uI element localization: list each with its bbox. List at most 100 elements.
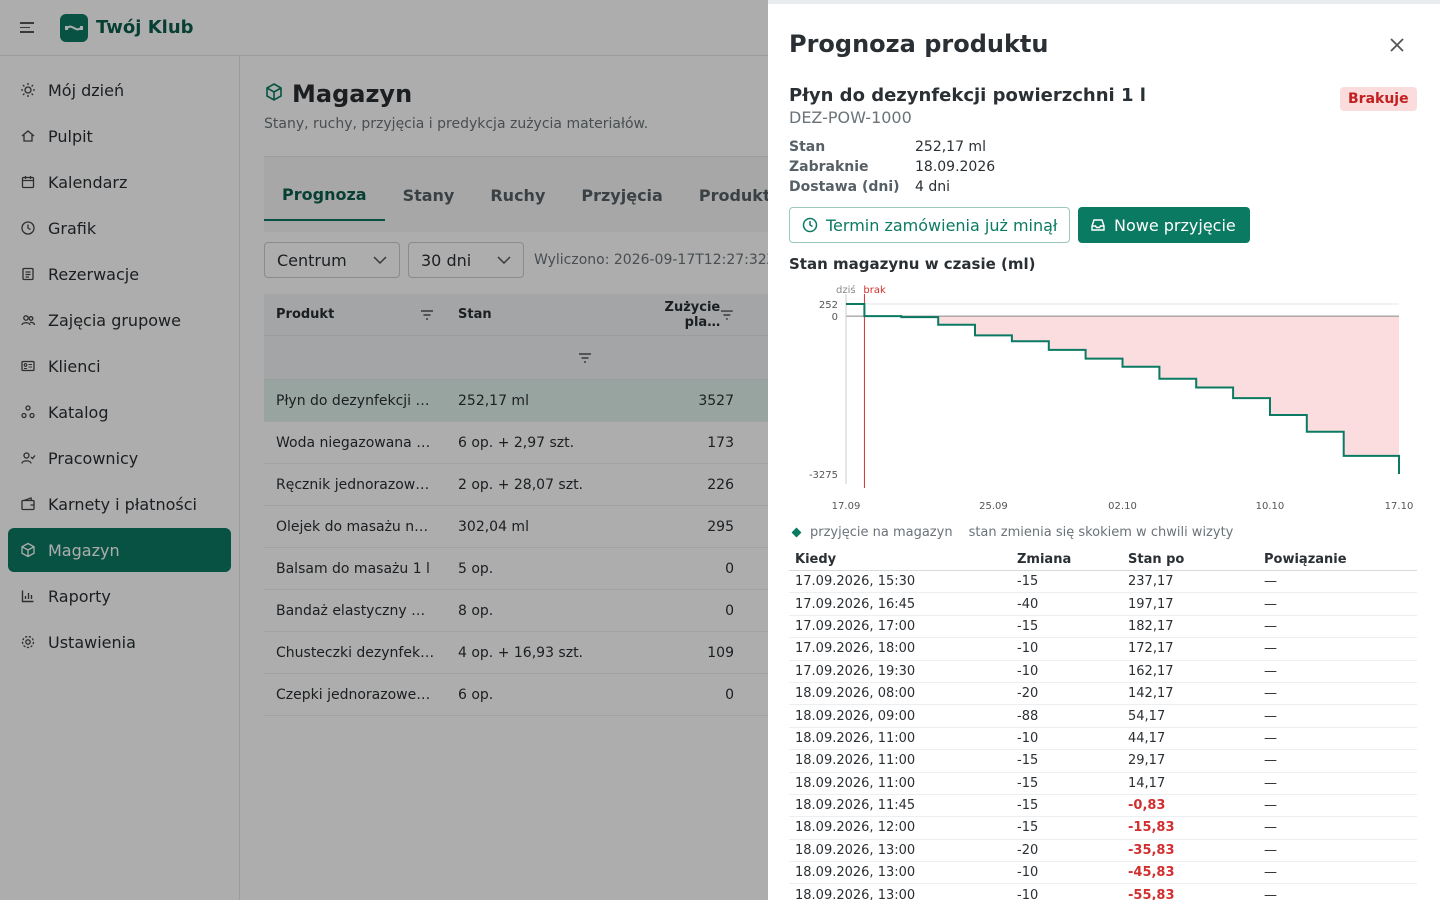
header-zuzycie[interactable]: Zużycie pla… bbox=[606, 300, 738, 330]
brand-name[interactable]: Twój Klub bbox=[96, 17, 194, 38]
page-heading: Magazyn bbox=[292, 80, 413, 108]
table-row: 18.09.2026, 13:00 -20 -35,83 — bbox=[789, 840, 1417, 863]
cell-link: — bbox=[1264, 775, 1277, 791]
cell-zuzycie: 226 bbox=[707, 476, 734, 493]
table-row: 18.09.2026, 13:00 -10 -45,83 — bbox=[789, 862, 1417, 885]
sidebar-item-zajęcia-grupowe[interactable]: Zajęcia grupowe bbox=[8, 298, 231, 342]
cell-produkt: Ręcznik jednorazow… bbox=[276, 476, 430, 493]
movements-table: Kiedy Zmiana Stan po Powiązanie 17.09.20… bbox=[789, 549, 1417, 900]
x-tick-label: 25.09 bbox=[979, 501, 1008, 512]
table-row[interactable]: Balsam do masażu 1 l 5 op. 0 bbox=[264, 548, 784, 590]
order-deadline-button[interactable]: Termin zamówienia już minął bbox=[789, 207, 1070, 243]
table-row[interactable]: Chusteczki dezynfek… 4 op. + 16,93 szt. 10… bbox=[264, 632, 784, 674]
x-tick-label: 10.10 bbox=[1256, 501, 1285, 512]
cell-delta: -15 bbox=[1017, 798, 1039, 814]
home-icon bbox=[20, 128, 36, 144]
sidebar-item-rezerwacje[interactable]: Rezerwacje bbox=[8, 252, 231, 296]
cell-after: 162,17 bbox=[1128, 663, 1174, 679]
range-select[interactable]: 30 dni bbox=[408, 242, 524, 278]
header-stan[interactable]: Stan bbox=[458, 307, 492, 322]
tab-stany[interactable]: Stany bbox=[402, 185, 455, 205]
cell-after: -15,83 bbox=[1128, 820, 1175, 836]
filter-icon[interactable] bbox=[420, 309, 434, 320]
cell-after: 237,17 bbox=[1128, 574, 1174, 590]
today-marker-label: dziś bbox=[836, 284, 856, 296]
table-row[interactable]: Bandaż elastyczny … 8 op. 0 bbox=[264, 590, 784, 632]
cell-when: 18.09.2026, 11:45 bbox=[795, 798, 916, 814]
table-row: 18.09.2026, 08:00 -20 142,17 — bbox=[789, 683, 1417, 706]
sidebar-item-magazyn[interactable]: Magazyn bbox=[8, 528, 231, 572]
forecast-grid: Produkt Stan Zużycie pla… Płyn do dezynf… bbox=[264, 294, 784, 716]
header-produkt[interactable]: Produkt bbox=[264, 307, 446, 322]
header-label: Produkt bbox=[276, 307, 335, 322]
tab-przyjecia[interactable]: Przyjęcia bbox=[581, 185, 663, 205]
tab-prognoza[interactable]: Prognoza bbox=[264, 169, 385, 221]
close-icon[interactable] bbox=[1386, 34, 1408, 56]
table-row[interactable]: Olejek do masażu n… 302,04 ml 295 bbox=[264, 506, 784, 548]
cell-after: 54,17 bbox=[1128, 708, 1166, 724]
box-icon bbox=[20, 542, 36, 558]
deficit-area bbox=[846, 316, 1399, 474]
sidebar-item-grafik[interactable]: Grafik bbox=[8, 206, 231, 250]
table-row[interactable]: Płyn do dezynfekcji … 252,17 ml 3527 bbox=[264, 380, 784, 422]
cell-link: — bbox=[1264, 865, 1277, 881]
cell-delta: -15 bbox=[1017, 618, 1039, 634]
table-row[interactable]: Ręcznik jednorazow… 2 op. + 28,07 szt. 226 bbox=[264, 464, 784, 506]
tab-ruchy[interactable]: Ruchy bbox=[490, 185, 546, 205]
sidebar-item-pracownicy[interactable]: Pracownicy bbox=[8, 436, 231, 480]
sidebar-item-karnety-i-płatności[interactable]: Karnety i płatności bbox=[8, 482, 231, 526]
table-header: Kiedy Zmiana Stan po Powiązanie bbox=[789, 549, 1417, 571]
cell-stan: 5 op. bbox=[458, 560, 494, 577]
shortage-marker-label: brak bbox=[863, 285, 886, 296]
id-card-icon bbox=[20, 358, 36, 374]
location-select[interactable]: Centrum bbox=[264, 242, 400, 278]
sidebar-item-katalog[interactable]: Katalog bbox=[8, 390, 231, 434]
table-row: 17.09.2026, 18:00 -10 172,17 — bbox=[789, 638, 1417, 661]
sidebar-item-label: Ustawienia bbox=[48, 632, 136, 652]
status-badge: Brakuje bbox=[1340, 87, 1417, 111]
filter-icon[interactable] bbox=[578, 353, 592, 363]
info-key: Stan bbox=[789, 139, 826, 155]
calendar-icon bbox=[20, 174, 36, 190]
table-row[interactable]: Czepki jednorazowe… 6 op. 0 bbox=[264, 674, 784, 716]
chevron-down-icon bbox=[497, 256, 511, 264]
sidebar-item-mój-dzień[interactable]: Mój dzień bbox=[8, 68, 231, 112]
sidebar-item-ustawienia[interactable]: Ustawienia bbox=[8, 620, 231, 664]
sidebar-item-kalendarz[interactable]: Kalendarz bbox=[8, 160, 231, 204]
sidebar-item-pulpit[interactable]: Pulpit bbox=[8, 114, 231, 158]
cell-when: 17.09.2026, 16:45 bbox=[795, 596, 916, 612]
page-title: Magazyn bbox=[264, 80, 1414, 108]
cell-zuzycie: 173 bbox=[707, 434, 734, 451]
order-deadline-label: Termin zamówienia już minął bbox=[826, 215, 1058, 235]
table-row: 18.09.2026, 11:00 -15 14,17 — bbox=[789, 773, 1417, 795]
cell-delta: -10 bbox=[1017, 730, 1039, 746]
sidebar-item-label: Katalog bbox=[48, 402, 109, 422]
sidebar-item-label: Grafik bbox=[48, 218, 97, 238]
menu-icon[interactable] bbox=[20, 16, 44, 40]
staff-icon bbox=[20, 450, 36, 466]
cell-after: 172,17 bbox=[1128, 641, 1174, 657]
list-icon bbox=[20, 266, 36, 282]
cell-after: -55,83 bbox=[1128, 887, 1175, 900]
cell-zuzycie: 0 bbox=[725, 602, 734, 619]
sun-icon bbox=[20, 82, 36, 98]
cell-when: 18.09.2026, 13:00 bbox=[795, 842, 916, 858]
top-bar: Twój Klub bbox=[0, 0, 1440, 56]
sidebar-item-label: Magazyn bbox=[48, 540, 120, 560]
grid-filter-row bbox=[264, 336, 784, 380]
cell-stan: 2 op. + 28,07 szt. bbox=[458, 476, 584, 493]
diamond-icon bbox=[791, 527, 802, 538]
tab-produkt[interactable]: Produkt bbox=[698, 185, 771, 205]
sidebar-item-raporty[interactable]: Raporty bbox=[8, 574, 231, 618]
cell-link: — bbox=[1264, 663, 1277, 679]
new-receipt-label: Nowe przyjęcie bbox=[1114, 215, 1236, 235]
new-receipt-button[interactable]: Nowe przyjęcie bbox=[1078, 207, 1250, 243]
cell-stan: 4 op. + 16,93 szt. bbox=[458, 644, 584, 661]
table-row[interactable]: Woda niegazowana … 6 op. + 2,97 szt. 173 bbox=[264, 422, 784, 464]
sidebar-item-klienci[interactable]: Klienci bbox=[8, 344, 231, 388]
cell-produkt: Woda niegazowana … bbox=[276, 434, 431, 451]
stock-series-line bbox=[846, 303, 1400, 474]
cell-link: — bbox=[1264, 574, 1277, 590]
cell-stan: 252,17 ml bbox=[458, 392, 529, 409]
filter-icon[interactable] bbox=[720, 309, 734, 320]
